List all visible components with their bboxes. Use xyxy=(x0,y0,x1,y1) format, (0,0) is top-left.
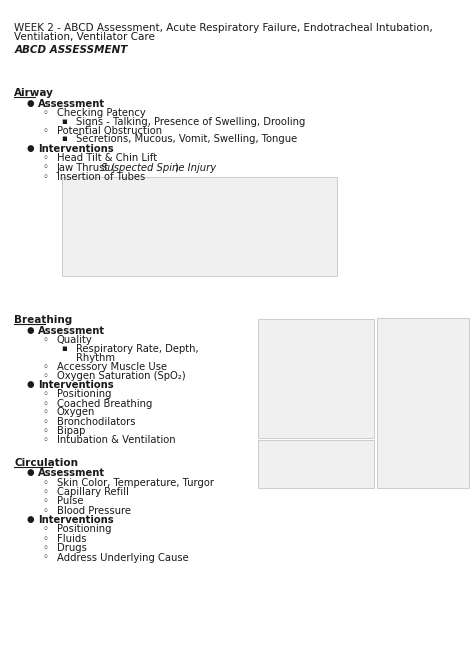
Bar xyxy=(258,440,374,488)
Text: ▪: ▪ xyxy=(62,344,67,353)
Text: ◦: ◦ xyxy=(43,553,48,563)
Text: ◦: ◦ xyxy=(43,524,48,535)
Text: ▪: ▪ xyxy=(62,117,67,126)
Text: Address Underlying Cause: Address Underlying Cause xyxy=(57,553,189,563)
Text: ◦: ◦ xyxy=(43,534,48,544)
Text: Capillary Refill: Capillary Refill xyxy=(57,487,129,497)
Text: Bronchodilators: Bronchodilators xyxy=(57,417,136,427)
Text: Jaw Thrust (: Jaw Thrust ( xyxy=(57,163,116,173)
Text: ): ) xyxy=(174,163,178,173)
Text: Assessment: Assessment xyxy=(38,468,105,478)
Bar xyxy=(62,177,337,276)
Text: Ventilation, Ventilator Care: Ventilation, Ventilator Care xyxy=(14,32,155,42)
Text: ◦: ◦ xyxy=(43,543,48,553)
Text: ◦: ◦ xyxy=(43,435,48,445)
Text: Oxygen Saturation (SpO₂): Oxygen Saturation (SpO₂) xyxy=(57,371,185,381)
Text: ▪: ▪ xyxy=(62,134,67,143)
Text: Fluids: Fluids xyxy=(57,534,86,544)
Text: Secretions, Mucous, Vomit, Swelling, Tongue: Secretions, Mucous, Vomit, Swelling, Ton… xyxy=(76,134,297,145)
Text: ABCD ASSESSMENT: ABCD ASSESSMENT xyxy=(14,45,128,56)
Text: Interventions: Interventions xyxy=(38,515,114,525)
Text: Interventions: Interventions xyxy=(38,380,114,390)
Text: Respiratory Rate, Depth,: Respiratory Rate, Depth, xyxy=(76,344,199,354)
Text: Coached Breathing: Coached Breathing xyxy=(57,399,152,409)
Text: Accessory Muscle Use: Accessory Muscle Use xyxy=(57,362,167,372)
Text: Suspected Spine Injury: Suspected Spine Injury xyxy=(101,163,216,173)
Text: Assessment: Assessment xyxy=(38,99,105,109)
Text: Bipap: Bipap xyxy=(57,426,85,436)
Text: ◦: ◦ xyxy=(43,417,48,427)
Text: WEEK 2 - ABCD Assessment, Acute Respiratory Failure, Endotracheal Intubation,: WEEK 2 - ABCD Assessment, Acute Respirat… xyxy=(14,23,433,33)
Text: Drugs: Drugs xyxy=(57,543,87,553)
Text: ◦: ◦ xyxy=(43,126,48,136)
Text: Circulation: Circulation xyxy=(14,458,78,468)
Text: Positioning: Positioning xyxy=(57,389,111,399)
Text: ●: ● xyxy=(26,515,34,524)
Text: Checking Patency: Checking Patency xyxy=(57,108,146,118)
Bar xyxy=(377,318,469,488)
Text: ◦: ◦ xyxy=(43,371,48,381)
Text: ●: ● xyxy=(26,144,34,153)
Text: Insertion of Tubes: Insertion of Tubes xyxy=(57,172,145,182)
Text: ●: ● xyxy=(26,99,34,108)
Text: Blood Pressure: Blood Pressure xyxy=(57,506,131,516)
Text: Intubation & Ventilation: Intubation & Ventilation xyxy=(57,435,175,445)
Text: ◦: ◦ xyxy=(43,389,48,399)
Text: Interventions: Interventions xyxy=(38,144,114,154)
Text: ◦: ◦ xyxy=(43,478,48,488)
Text: ◦: ◦ xyxy=(43,399,48,409)
Text: ●: ● xyxy=(26,326,34,334)
Text: Airway: Airway xyxy=(14,88,54,98)
Text: Positioning: Positioning xyxy=(57,524,111,535)
Text: ◦: ◦ xyxy=(43,506,48,516)
Bar xyxy=(258,319,374,438)
Text: ◦: ◦ xyxy=(43,487,48,497)
Text: Quality: Quality xyxy=(57,335,92,345)
Text: Assessment: Assessment xyxy=(38,326,105,336)
Text: Breathing: Breathing xyxy=(14,315,73,325)
Text: Rhythm: Rhythm xyxy=(76,353,115,363)
Text: Signs - Talking, Presence of Swelling, Drooling: Signs - Talking, Presence of Swelling, D… xyxy=(76,117,305,127)
Text: ●: ● xyxy=(26,468,34,477)
Text: ●: ● xyxy=(26,380,34,389)
Text: ◦: ◦ xyxy=(43,496,48,506)
Text: ◦: ◦ xyxy=(43,163,48,173)
Text: ◦: ◦ xyxy=(43,426,48,436)
Text: ◦: ◦ xyxy=(43,362,48,372)
Text: Pulse: Pulse xyxy=(57,496,83,506)
Text: Oxygen: Oxygen xyxy=(57,407,95,417)
Text: Potential Obstruction: Potential Obstruction xyxy=(57,126,162,136)
Text: Head Tilt & Chin Lift: Head Tilt & Chin Lift xyxy=(57,153,157,163)
Text: ◦: ◦ xyxy=(43,407,48,417)
Text: ◦: ◦ xyxy=(43,108,48,118)
Text: ◦: ◦ xyxy=(43,153,48,163)
Text: Skin Color, Temperature, Turgor: Skin Color, Temperature, Turgor xyxy=(57,478,214,488)
Text: ◦: ◦ xyxy=(43,172,48,182)
Text: ◦: ◦ xyxy=(43,335,48,345)
